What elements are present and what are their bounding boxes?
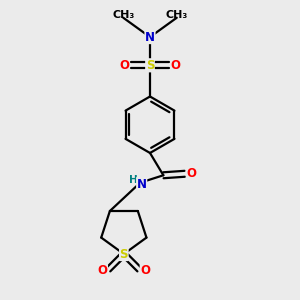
Text: N: N bbox=[145, 31, 155, 44]
Text: CH₃: CH₃ bbox=[166, 10, 188, 20]
Text: S: S bbox=[120, 248, 128, 260]
Text: CH₃: CH₃ bbox=[112, 10, 134, 20]
Text: O: O bbox=[98, 265, 107, 278]
Text: O: O bbox=[171, 59, 181, 72]
Text: N: N bbox=[137, 178, 147, 191]
Text: H: H bbox=[129, 175, 138, 185]
Text: S: S bbox=[146, 59, 154, 72]
Text: O: O bbox=[186, 167, 196, 180]
Text: O: O bbox=[119, 59, 129, 72]
Text: O: O bbox=[140, 265, 150, 278]
